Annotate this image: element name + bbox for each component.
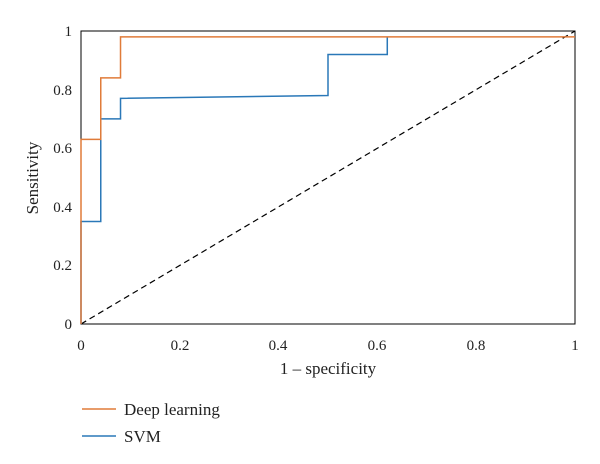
legend-label-deep-learning: Deep learning <box>124 400 220 419</box>
y-tick-label: 1 <box>65 24 73 40</box>
y-tick-label: 0.6 <box>53 141 72 157</box>
reference-diagonal-line <box>80 30 576 325</box>
y-tick-label: 0.2 <box>53 258 72 274</box>
x-tick-labels: 0 0.2 0.4 0.6 0.8 1 <box>77 338 579 354</box>
x-tick-label: 0.2 <box>171 338 190 354</box>
y-axis-title: Sensitivity <box>23 141 42 214</box>
legend: Deep learning SVM <box>82 400 220 446</box>
x-axis-title: 1 – specificity <box>280 359 377 378</box>
y-tick-label: 0 <box>65 317 73 333</box>
x-tick-label: 0.4 <box>269 338 288 354</box>
y-tick-labels: 0 0.2 0.4 0.6 0.8 1 <box>53 24 72 333</box>
y-tick-label: 0.8 <box>53 83 72 99</box>
legend-label-svm: SVM <box>124 427 161 446</box>
x-tick-label: 0 <box>77 338 85 354</box>
x-tick-label: 1 <box>571 338 579 354</box>
svm-line <box>80 36 389 324</box>
x-tick-label: 0.8 <box>467 338 486 354</box>
x-tick-label: 0.6 <box>368 338 387 354</box>
deep-learning-line <box>80 36 575 324</box>
series-layer <box>80 30 576 325</box>
y-tick-label: 0.4 <box>53 200 72 216</box>
